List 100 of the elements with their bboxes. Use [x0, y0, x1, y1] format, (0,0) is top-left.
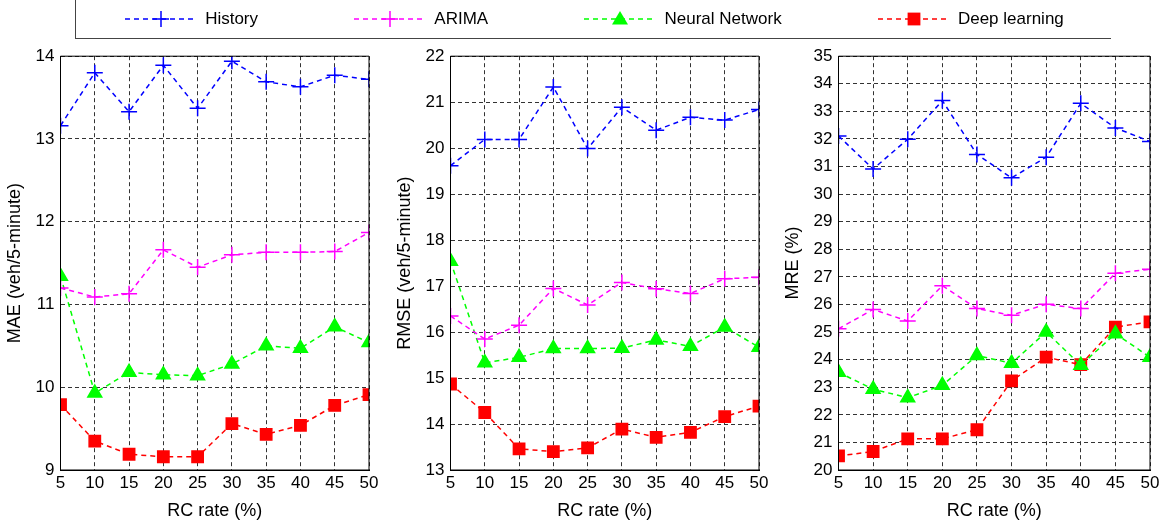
- point: [294, 418, 307, 432]
- point: [578, 296, 597, 314]
- point: [684, 425, 697, 439]
- point: [1039, 350, 1053, 364]
- x-tick-label: 25: [967, 472, 987, 492]
- point: [1106, 119, 1125, 137]
- y-tick-label: 23: [813, 376, 833, 396]
- x-tick-label: 25: [188, 472, 208, 492]
- point: [1037, 148, 1055, 166]
- y-axis-title: MAE (veh/5-minute): [3, 183, 24, 344]
- x-tick-label: 15: [509, 472, 529, 492]
- point: [864, 300, 882, 319]
- point: [865, 380, 881, 394]
- point: [866, 445, 880, 458]
- point: [328, 399, 342, 412]
- point: [935, 432, 949, 446]
- point: [122, 447, 136, 461]
- point: [86, 288, 104, 306]
- point: [682, 337, 699, 352]
- x-tick-label: 5: [833, 472, 844, 492]
- legend-label: History: [205, 9, 259, 29]
- point: [1002, 169, 1021, 187]
- y-tick-label: 31: [813, 156, 833, 176]
- point: [223, 56, 241, 70]
- y-tick-label: 13: [35, 128, 55, 148]
- x-axis-title: RC rate (%): [946, 500, 1042, 521]
- y-tick-label: 16: [425, 321, 445, 341]
- x-tick-label: 45: [715, 472, 735, 492]
- point: [546, 445, 560, 459]
- point: [512, 442, 526, 456]
- point: [259, 428, 273, 441]
- point: [934, 376, 951, 391]
- point: [933, 91, 952, 110]
- point: [647, 121, 665, 139]
- y-tick-label: 18: [425, 229, 445, 249]
- point: [648, 331, 664, 345]
- point: [257, 243, 275, 262]
- point: [327, 318, 343, 332]
- point: [188, 99, 207, 118]
- point: [510, 130, 528, 149]
- point: [968, 145, 986, 164]
- point: [223, 246, 241, 264]
- y-tick-label: 20: [813, 459, 833, 479]
- x-tick-label: 50: [359, 472, 379, 492]
- point: [154, 241, 173, 259]
- point: [933, 276, 952, 295]
- point: [510, 316, 528, 334]
- point: [717, 318, 733, 332]
- point: [191, 450, 205, 464]
- point: [478, 406, 492, 419]
- point: [325, 66, 344, 84]
- point: [715, 111, 734, 129]
- point: [155, 366, 172, 380]
- x-tick-label: 20: [153, 472, 173, 492]
- y-tick-label: 20: [425, 137, 445, 157]
- point: [614, 339, 630, 353]
- point: [715, 269, 734, 288]
- point: [1003, 354, 1020, 368]
- point: [718, 410, 732, 424]
- x-tick-label: 5: [445, 472, 456, 492]
- point: [88, 434, 102, 448]
- y-tick-label: 22: [425, 45, 445, 65]
- x-tick-label: 10: [475, 472, 495, 492]
- y-tick-label: 22: [813, 404, 833, 424]
- y-tick-label: 19: [425, 183, 445, 203]
- x-tick-label: 35: [256, 472, 276, 492]
- y-tick-label: 15: [425, 367, 445, 387]
- point: [545, 339, 562, 354]
- y-tick-label: 10: [35, 376, 55, 396]
- point: [1005, 374, 1018, 388]
- point: [477, 354, 493, 368]
- point: [224, 355, 240, 369]
- x-tick-label: 45: [325, 472, 345, 492]
- point: [1106, 264, 1125, 283]
- point: [325, 242, 344, 261]
- point: [258, 337, 274, 351]
- x-tick-label: 40: [1071, 472, 1091, 492]
- x-tick-label: 30: [222, 472, 242, 492]
- x-tick-label: 15: [898, 472, 918, 492]
- y-tick-label: 12: [35, 211, 55, 231]
- legend-label: Deep learning: [957, 9, 1064, 29]
- point: [970, 423, 984, 437]
- y-tick-label: 21: [813, 432, 833, 452]
- point: [579, 339, 596, 354]
- x-tick-label: 50: [1140, 472, 1160, 492]
- point: [613, 98, 631, 116]
- point: [613, 273, 631, 292]
- point: [615, 422, 629, 436]
- x-tick-label: 35: [1036, 472, 1056, 492]
- point: [969, 346, 985, 361]
- x-tick-label: 35: [646, 472, 666, 492]
- point: [1037, 295, 1055, 313]
- point: [581, 441, 595, 455]
- x-tick-label: 15: [119, 472, 139, 492]
- point: [864, 160, 882, 178]
- x-tick-label: 20: [543, 472, 563, 492]
- point: [1038, 323, 1054, 337]
- point: [476, 130, 494, 149]
- point: [257, 73, 275, 91]
- point: [900, 388, 916, 403]
